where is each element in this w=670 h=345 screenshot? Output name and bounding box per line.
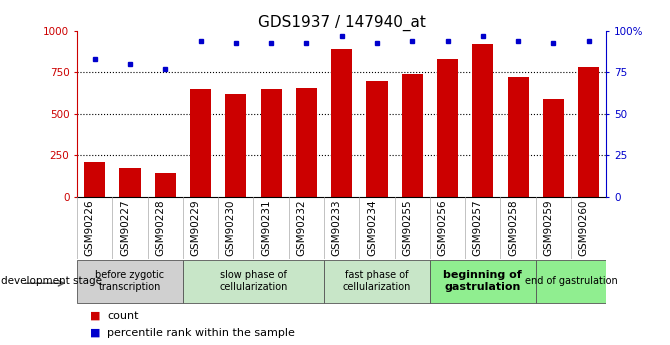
Text: percentile rank within the sample: percentile rank within the sample bbox=[107, 328, 295, 338]
Text: GSM90231: GSM90231 bbox=[261, 200, 271, 256]
Text: GSM90256: GSM90256 bbox=[438, 200, 448, 256]
Bar bbox=[331, 49, 352, 197]
Title: GDS1937 / 147940_at: GDS1937 / 147940_at bbox=[258, 15, 425, 31]
Bar bbox=[225, 94, 247, 197]
Bar bbox=[543, 99, 564, 197]
Text: GSM90233: GSM90233 bbox=[332, 200, 342, 256]
Bar bbox=[119, 168, 141, 197]
Bar bbox=[296, 88, 317, 197]
Bar bbox=[402, 74, 423, 197]
Text: GSM90255: GSM90255 bbox=[402, 200, 412, 256]
Bar bbox=[324, 260, 430, 303]
Text: GSM90232: GSM90232 bbox=[296, 200, 306, 256]
Bar bbox=[366, 81, 387, 197]
Text: ■: ■ bbox=[90, 328, 101, 338]
Text: development stage: development stage bbox=[1, 276, 103, 286]
Text: GSM90257: GSM90257 bbox=[473, 200, 483, 256]
Bar bbox=[84, 162, 105, 197]
Bar bbox=[508, 77, 529, 197]
Text: GSM90226: GSM90226 bbox=[84, 200, 94, 256]
Bar bbox=[155, 172, 176, 197]
Bar bbox=[183, 260, 324, 303]
Text: end of gastrulation: end of gastrulation bbox=[525, 276, 618, 286]
Text: fast phase of
cellularization: fast phase of cellularization bbox=[343, 270, 411, 292]
Text: GSM90227: GSM90227 bbox=[120, 200, 130, 256]
Bar bbox=[536, 260, 606, 303]
Text: GSM90230: GSM90230 bbox=[226, 200, 236, 256]
Text: beginning of
gastrulation: beginning of gastrulation bbox=[444, 270, 522, 292]
Bar bbox=[190, 89, 211, 197]
Text: GSM90259: GSM90259 bbox=[543, 200, 553, 256]
Bar bbox=[472, 44, 493, 197]
Bar bbox=[578, 67, 599, 197]
Text: GSM90234: GSM90234 bbox=[367, 200, 377, 256]
Text: GSM90260: GSM90260 bbox=[579, 200, 589, 256]
Bar bbox=[437, 59, 458, 197]
Text: slow phase of
cellularization: slow phase of cellularization bbox=[219, 270, 287, 292]
Text: GSM90229: GSM90229 bbox=[190, 200, 200, 256]
Text: ■: ■ bbox=[90, 311, 101, 321]
Bar bbox=[77, 260, 183, 303]
Text: before zygotic
transcription: before zygotic transcription bbox=[95, 270, 165, 292]
Text: GSM90258: GSM90258 bbox=[508, 200, 518, 256]
Text: GSM90228: GSM90228 bbox=[155, 200, 165, 256]
Bar bbox=[261, 89, 281, 197]
Text: count: count bbox=[107, 311, 139, 321]
Bar bbox=[430, 260, 536, 303]
